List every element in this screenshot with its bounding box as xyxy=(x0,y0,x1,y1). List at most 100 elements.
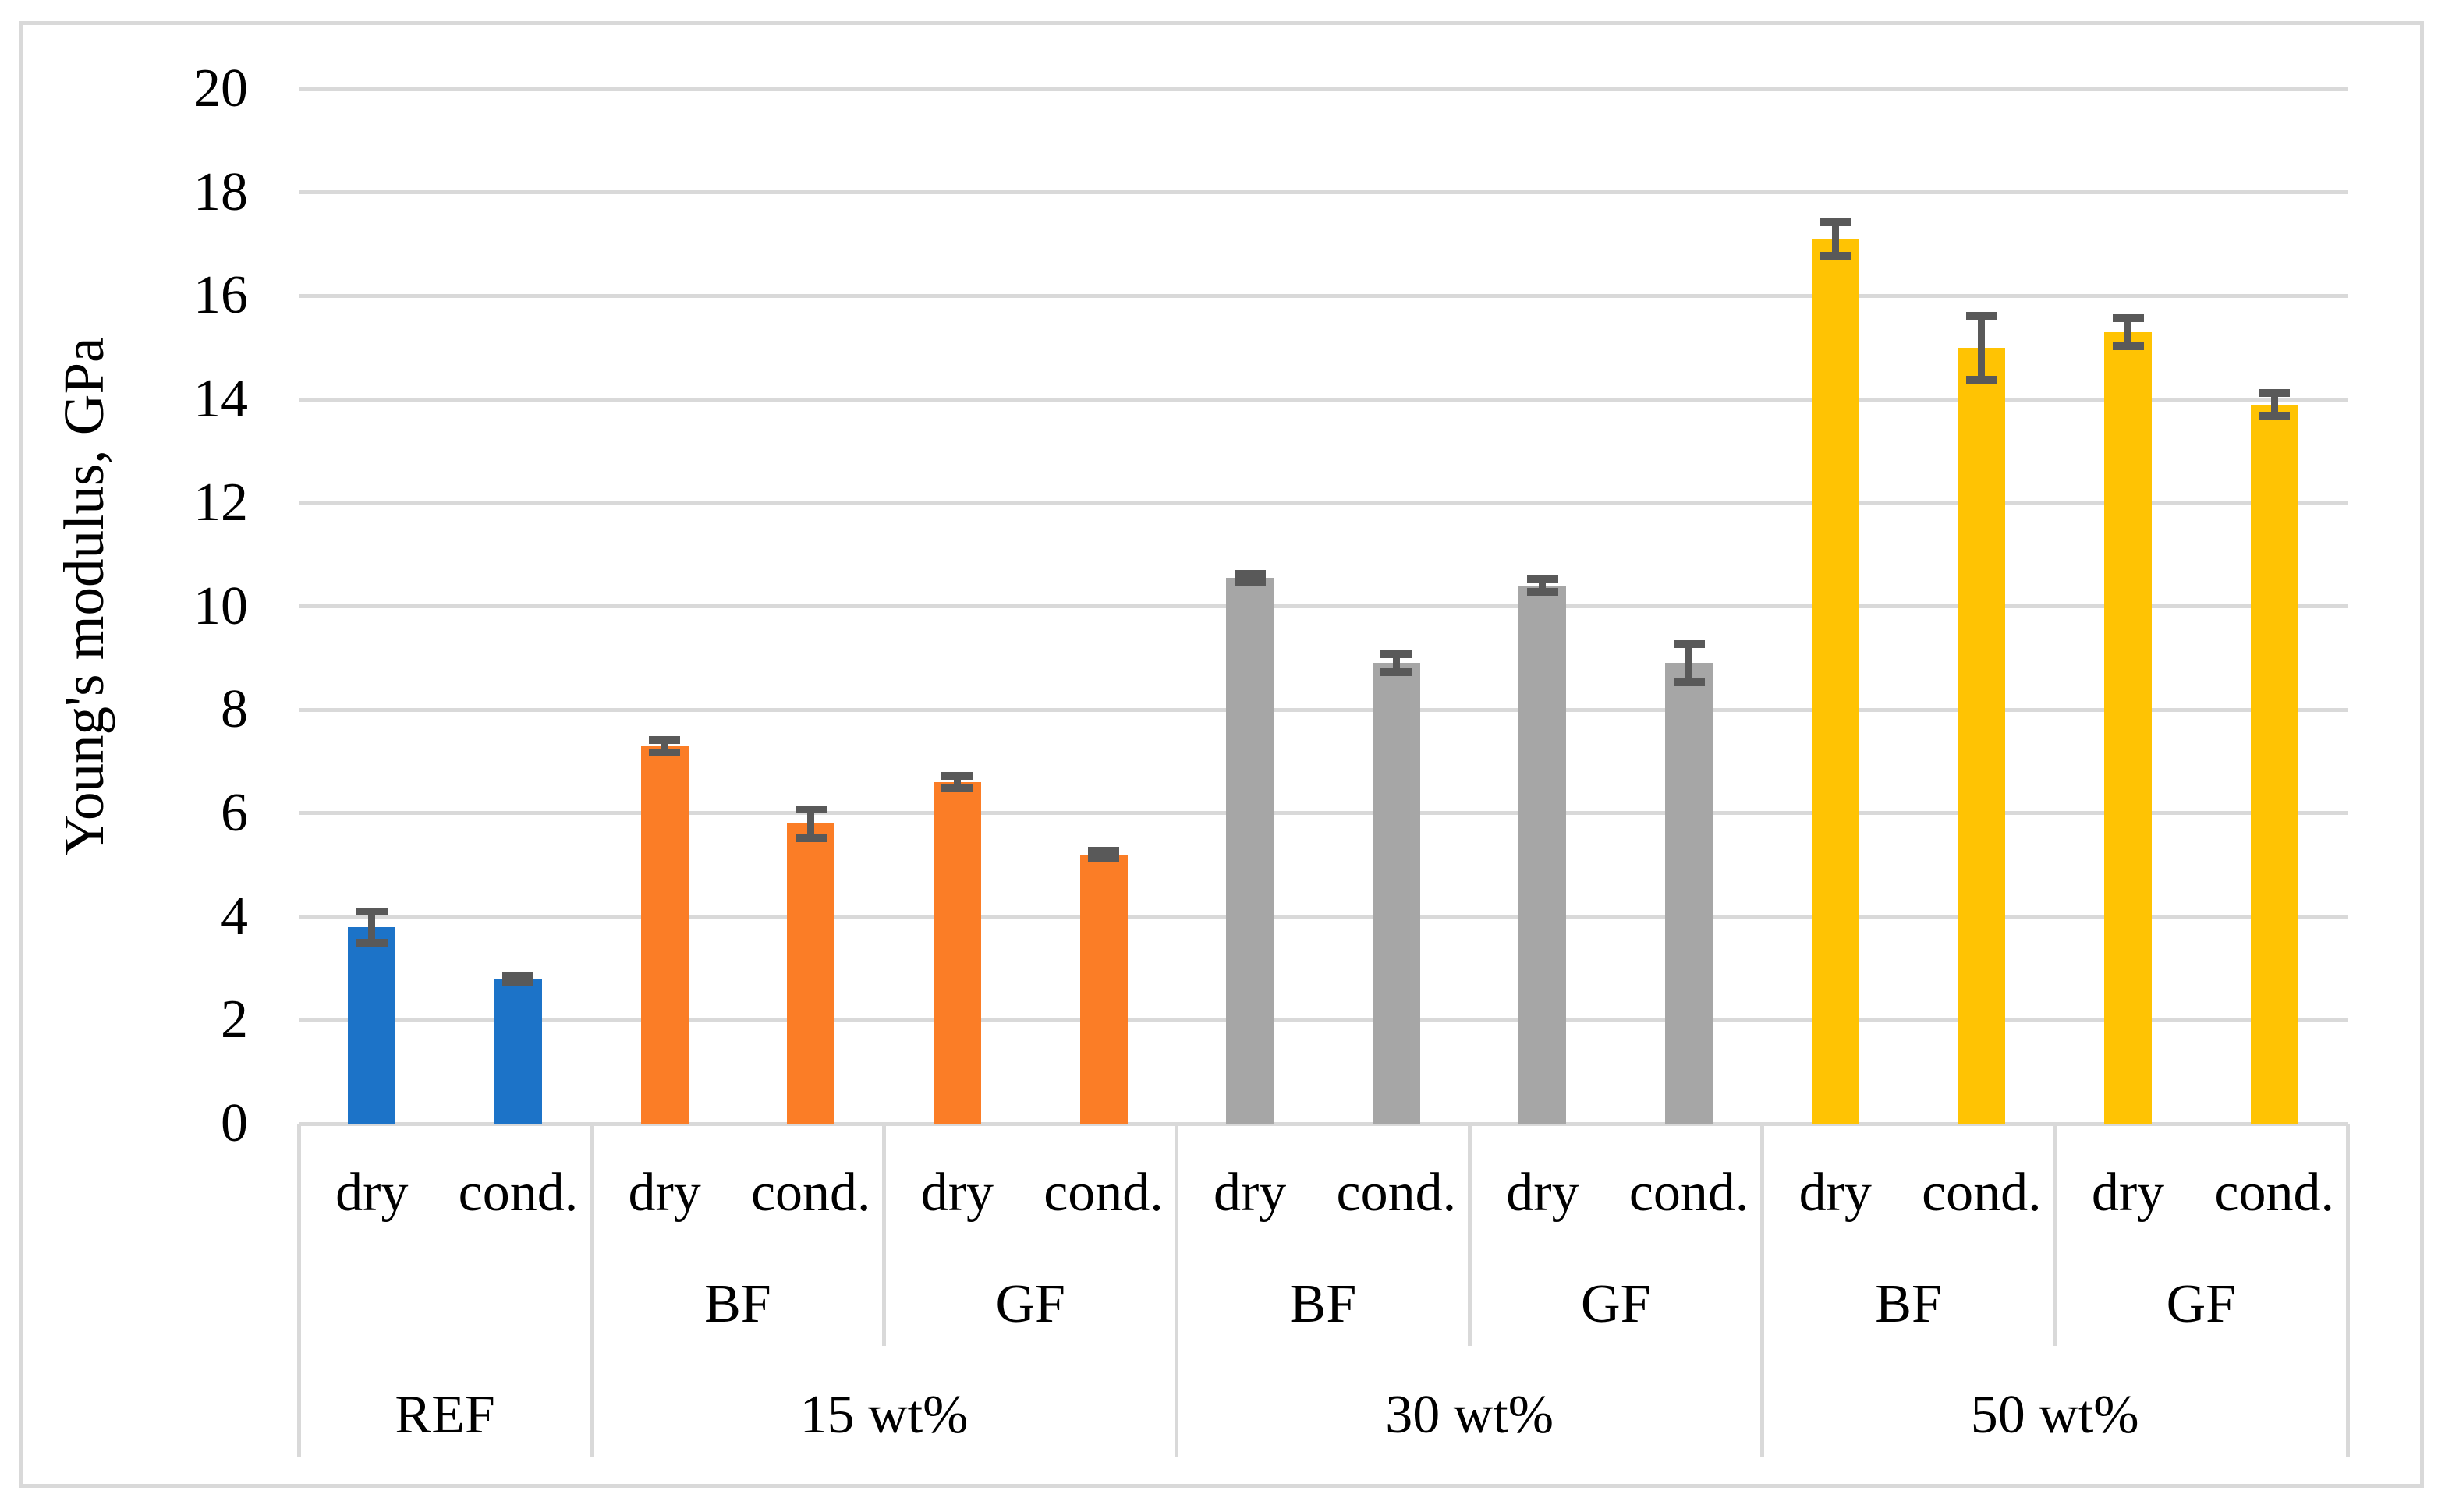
error-bar-cap-bottom-50 wt%-GF-cond xyxy=(2259,412,2291,420)
fiber-label-30wt%-BF: BF xyxy=(1289,1273,1357,1334)
error-bar-stem-50 wt%-GF-cond xyxy=(2270,393,2278,416)
error-bar-stem-15 wt%-GF-dry xyxy=(953,776,961,789)
y-tick-label-20: 20 xyxy=(193,58,248,119)
condition-label-REF-cond: cond. xyxy=(458,1163,579,1223)
condition-label-30 wt%-GF-dry: dry xyxy=(1506,1163,1579,1223)
fiber-label-50wt%-BF: BF xyxy=(1875,1273,1942,1334)
condition-label-30 wt%-BF-dry: dry xyxy=(1214,1163,1287,1223)
group-label-15wt%: 15 wt% xyxy=(799,1384,969,1445)
group-separator-before-15wt% xyxy=(589,1124,594,1457)
error-bar-stem-50 wt%-BF-dry xyxy=(1831,221,1839,257)
gridline-10 xyxy=(299,604,2348,608)
condition-label-30 wt%-BF-cond: cond. xyxy=(1336,1163,1457,1223)
subgroup-separator-50wt%-GF xyxy=(2053,1124,2057,1346)
condition-label-15 wt%-GF-cond: cond. xyxy=(1044,1163,1164,1223)
bar-30 wt%-GF-dry xyxy=(1518,585,1567,1124)
error-bar-stem-50 wt%-GF-dry xyxy=(2124,317,2132,346)
error-bar-stem-30 wt%-GF-dry xyxy=(1539,579,1547,592)
axis-table-left-edge xyxy=(296,1124,301,1457)
error-bar-cap-top-30 wt%-BF-cond xyxy=(1380,650,1412,658)
chart-border-frame xyxy=(19,21,2424,1488)
gridline-8 xyxy=(299,707,2348,712)
error-bar-cap-bottom-REF-dry xyxy=(356,938,388,947)
error-bar-cap-top-15 wt%-GF-dry xyxy=(941,772,973,781)
y-tick-label-16: 16 xyxy=(193,265,248,326)
bar-50 wt%-GF-dry xyxy=(2104,331,2153,1124)
bar-50 wt%-BF-cond xyxy=(1958,347,2006,1124)
error-bar-cap-bottom-15 wt%-BF-dry xyxy=(649,748,681,756)
bar-50 wt%-BF-dry xyxy=(1811,239,1859,1124)
gridline-2 xyxy=(299,1018,2348,1022)
group-label-30wt%: 30 wt% xyxy=(1385,1384,1554,1445)
error-bar-cap-bottom-15 wt%-GF-cond xyxy=(1088,855,1120,863)
error-bar-cap-top-50 wt%-GF-cond xyxy=(2259,389,2291,398)
condition-label-15 wt%-BF-dry: dry xyxy=(628,1163,701,1223)
error-bar-cap-bottom-30 wt%-BF-cond xyxy=(1380,668,1412,677)
condition-label-15 wt%-GF-dry: dry xyxy=(920,1163,994,1223)
y-tick-label-8: 8 xyxy=(221,679,248,740)
gridline-6 xyxy=(299,811,2348,816)
error-bar-stem-15 wt%-BF-dry xyxy=(661,739,668,752)
bar-15 wt%-BF-dry xyxy=(640,745,689,1124)
condition-label-REF-dry: dry xyxy=(335,1163,409,1223)
error-bar-stem-30 wt%-GF-cond xyxy=(1685,643,1693,683)
error-bar-cap-bottom-REF-cond xyxy=(502,978,534,986)
gridline-4 xyxy=(299,915,2348,919)
error-bar-stem-REF-dry xyxy=(368,911,376,943)
gridline-18 xyxy=(299,190,2348,195)
y-tick-label-2: 2 xyxy=(221,990,248,1050)
bar-30 wt%-GF-cond xyxy=(1665,663,1713,1124)
subgroup-separator-30wt%-GF xyxy=(1467,1124,1472,1346)
error-bar-cap-bottom-50 wt%-BF-dry xyxy=(1820,252,1851,260)
bar-30 wt%-BF-cond xyxy=(1372,663,1420,1124)
condition-label-15 wt%-BF-cond: cond. xyxy=(750,1163,871,1223)
bar-15 wt%-GF-dry xyxy=(933,782,981,1124)
error-bar-stem-15 wt%-BF-cond xyxy=(807,809,815,838)
fiber-label-15wt%-BF: BF xyxy=(704,1273,771,1334)
condition-label-50 wt%-GF-cond: cond. xyxy=(2214,1163,2334,1223)
error-bar-cap-bottom-15 wt%-BF-cond xyxy=(795,834,827,842)
error-bar-cap-top-30 wt%-BF-dry xyxy=(1234,569,1266,578)
error-bar-cap-bottom-15 wt%-GF-dry xyxy=(941,784,973,793)
condition-label-50 wt%-GF-dry: dry xyxy=(2091,1163,2165,1223)
error-bar-cap-top-30 wt%-GF-dry xyxy=(1526,575,1558,583)
fiber-label-15wt%-GF: GF xyxy=(995,1273,1065,1334)
error-bar-cap-top-REF-dry xyxy=(356,907,388,915)
gridline-14 xyxy=(299,397,2348,402)
error-bar-stem-15 wt%-GF-cond xyxy=(1100,850,1107,859)
y-tick-label-0: 0 xyxy=(221,1093,248,1153)
bar-REF-dry xyxy=(348,926,396,1124)
error-bar-stem-30 wt%-BF-dry xyxy=(1246,573,1254,582)
error-bar-cap-top-50 wt%-BF-dry xyxy=(1820,218,1851,226)
gridline-16 xyxy=(299,293,2348,298)
y-tick-label-12: 12 xyxy=(193,472,248,533)
bar-15 wt%-GF-cond xyxy=(1079,854,1128,1124)
error-bar-cap-bottom-30 wt%-BF-dry xyxy=(1234,578,1266,586)
error-bar-stem-30 wt%-BF-cond xyxy=(1392,653,1400,673)
group-label-REF: REF xyxy=(395,1384,495,1445)
subgroup-separator-15wt%-GF xyxy=(882,1124,887,1346)
error-bar-cap-bottom-50 wt%-GF-dry xyxy=(2112,342,2144,350)
error-bar-cap-top-15 wt%-BF-cond xyxy=(795,805,827,813)
error-bar-cap-bottom-30 wt%-GF-dry xyxy=(1526,587,1558,596)
condition-label-50 wt%-BF-dry: dry xyxy=(1798,1163,1872,1223)
condition-label-50 wt%-BF-cond: cond. xyxy=(1922,1163,2042,1223)
gridline-20 xyxy=(299,87,2348,91)
error-bar-stem-50 wt%-BF-cond xyxy=(1978,315,1986,380)
bar-50 wt%-GF-cond xyxy=(2250,404,2298,1124)
error-bar-cap-top-REF-cond xyxy=(502,971,534,979)
y-tick-label-14: 14 xyxy=(193,369,248,430)
error-bar-cap-top-50 wt%-BF-cond xyxy=(1965,311,1997,320)
error-bar-cap-bottom-30 wt%-GF-cond xyxy=(1673,678,1705,687)
y-tick-label-18: 18 xyxy=(193,161,248,222)
axis-table-right-edge xyxy=(2345,1124,2350,1457)
y-tick-label-6: 6 xyxy=(221,782,248,843)
error-bar-cap-top-30 wt%-GF-cond xyxy=(1673,639,1705,648)
error-bar-cap-top-50 wt%-GF-dry xyxy=(2112,313,2144,322)
bar-30 wt%-BF-dry xyxy=(1226,578,1274,1124)
gridline-12 xyxy=(299,501,2348,505)
group-separator-before-50wt% xyxy=(1759,1124,1764,1457)
error-bar-cap-top-15 wt%-BF-dry xyxy=(649,735,681,744)
bar-REF-cond xyxy=(494,979,542,1124)
